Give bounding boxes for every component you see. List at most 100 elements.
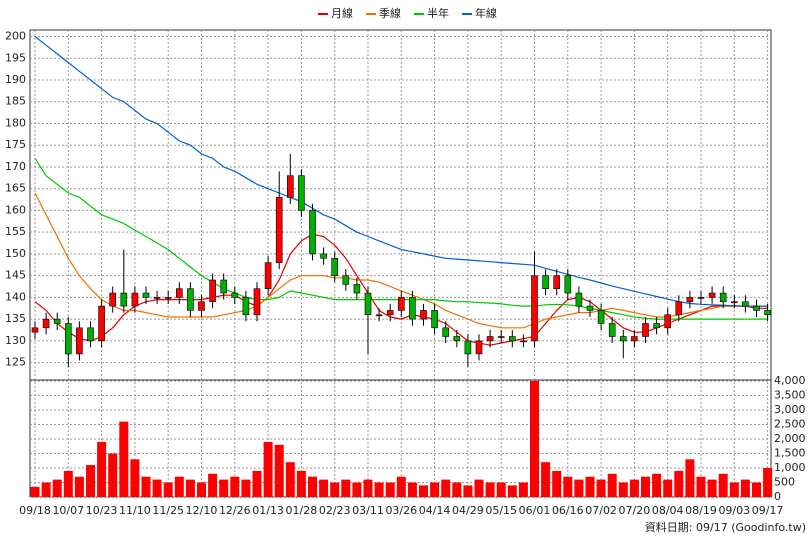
volume-bar xyxy=(718,473,728,497)
candle-body xyxy=(764,310,771,316)
candle-body xyxy=(453,336,461,342)
volume-bar xyxy=(596,479,606,497)
candle-body xyxy=(275,197,283,263)
candle-body xyxy=(508,336,516,342)
candle-body xyxy=(120,292,128,307)
ma-line xyxy=(34,36,768,307)
candle-body xyxy=(442,327,450,337)
candle-body xyxy=(386,310,394,316)
candle-body xyxy=(464,340,472,355)
volume-bar xyxy=(141,476,151,497)
candle-body xyxy=(342,275,350,285)
candle-body xyxy=(564,275,572,294)
legend-label: 月線 xyxy=(331,6,353,20)
x-tick-label: 01/28 xyxy=(286,504,318,517)
volume-bar xyxy=(30,486,40,497)
x-tick-label: 08/19 xyxy=(685,504,717,517)
x-tick-label: 01/13 xyxy=(252,504,284,517)
candle-body xyxy=(187,288,194,311)
candle-body xyxy=(597,310,605,324)
volume-bar xyxy=(152,479,162,497)
volume-bar xyxy=(185,479,195,497)
volume-bar xyxy=(485,482,495,497)
candle-body xyxy=(542,275,549,289)
volume-bar xyxy=(563,476,573,497)
volume-bar xyxy=(274,444,284,497)
candle-body xyxy=(708,292,716,298)
x-tick-label: 04/29 xyxy=(452,504,484,517)
x-tick-label: 06/01 xyxy=(519,504,551,517)
y2-tick-label: 1,000 xyxy=(774,461,806,474)
volume-bar xyxy=(685,459,695,497)
x-tick-label: 04/14 xyxy=(419,504,451,517)
volume-bar xyxy=(707,479,717,497)
legend-label: 半年 xyxy=(427,6,449,20)
volume-bar xyxy=(552,470,562,497)
volume-bar xyxy=(396,476,406,497)
volume-bar xyxy=(97,441,107,497)
volume-bar xyxy=(86,465,95,497)
candle-body xyxy=(397,297,405,311)
volume-bar xyxy=(541,462,551,497)
candle-body xyxy=(98,305,105,342)
volume-bar xyxy=(696,476,706,497)
candle-body xyxy=(753,305,760,311)
candle-body xyxy=(286,175,294,198)
volume-bar xyxy=(641,476,650,497)
candle-body xyxy=(697,297,705,299)
volume-bar xyxy=(607,473,617,497)
volume-bar xyxy=(663,479,673,497)
y2-tick-label: 2,500 xyxy=(774,418,806,431)
y-tick-label: 185 xyxy=(5,95,26,108)
candle-body xyxy=(264,262,272,289)
candle-body xyxy=(409,297,416,320)
volume-bar xyxy=(474,479,484,497)
volume-bar xyxy=(296,470,306,497)
candle-body xyxy=(253,288,261,316)
x-tick-label: 11/25 xyxy=(152,504,184,517)
legend: 月線 季線 半年 年線 xyxy=(318,6,497,20)
volume-bar xyxy=(740,479,750,497)
x-tick-label: 05/15 xyxy=(485,504,517,517)
volume-bar xyxy=(374,482,384,497)
candle-body xyxy=(320,253,327,259)
volume-bar xyxy=(241,479,251,497)
y2-tick-label: 2,000 xyxy=(774,432,806,445)
candle-body xyxy=(586,305,594,311)
volume-bar xyxy=(629,479,639,497)
y-tick-label: 195 xyxy=(5,51,26,64)
x-tick-label: 09/18 xyxy=(19,504,51,517)
candle-body xyxy=(475,340,483,355)
volume-bar xyxy=(163,482,173,497)
volume-bar xyxy=(308,476,317,497)
y-tick-label: 200 xyxy=(5,30,26,43)
candle-body xyxy=(431,310,438,329)
volume-bar xyxy=(763,468,773,497)
volume-bar xyxy=(674,470,684,497)
volume-bar xyxy=(319,479,329,497)
volume-bar xyxy=(52,479,62,497)
candle-body xyxy=(553,275,561,289)
volume-bar xyxy=(130,459,140,497)
volume-bar xyxy=(530,381,539,497)
candle-body xyxy=(608,323,616,337)
volume-bar xyxy=(452,482,462,497)
volume-bar xyxy=(208,473,218,497)
candle-body xyxy=(209,279,216,303)
candle-body xyxy=(353,284,361,294)
candle-body xyxy=(87,327,94,342)
volume-bar xyxy=(385,482,395,497)
volume-bar xyxy=(263,441,273,497)
volume-bar xyxy=(230,476,240,497)
y2-tick-label: 3,500 xyxy=(774,389,806,402)
candle-body xyxy=(575,292,583,307)
y-tick-label: 190 xyxy=(5,73,26,86)
y-tick-label: 135 xyxy=(5,312,26,325)
y-tick-label: 145 xyxy=(5,269,26,282)
candle-body xyxy=(719,292,727,303)
candle-body xyxy=(42,318,50,329)
candle-body xyxy=(742,301,749,307)
candle-body xyxy=(686,297,694,303)
